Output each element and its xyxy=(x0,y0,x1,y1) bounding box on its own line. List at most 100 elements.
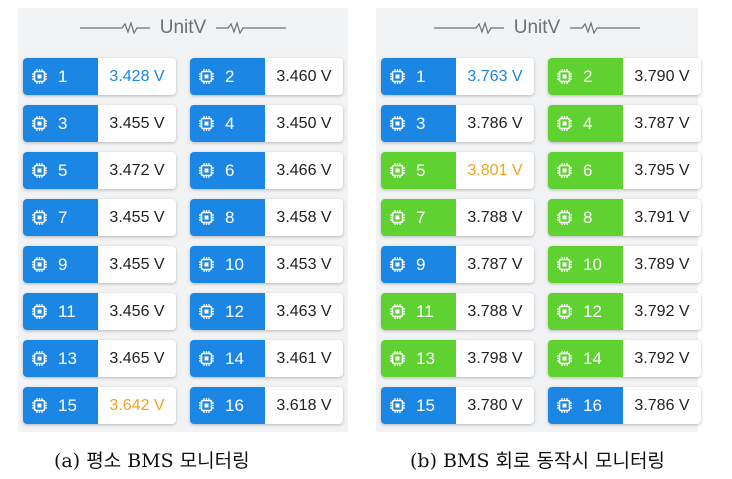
cell-tag: 14 xyxy=(190,340,265,377)
cell-number: 13 xyxy=(416,348,435,368)
cell-9[interactable]: 9 3.455 V xyxy=(23,246,176,283)
chip-icon xyxy=(32,398,47,413)
cell-tag: 11 xyxy=(381,293,456,330)
cell-voltage: 3.458 V xyxy=(276,208,332,226)
cell-tag: 9 xyxy=(381,246,456,283)
cell-12[interactable]: 12 3.463 V xyxy=(190,293,343,330)
cell-voltage: 3.787 V xyxy=(467,255,523,273)
cell-tag: 12 xyxy=(190,293,265,330)
cell-tag: 4 xyxy=(548,105,623,142)
cell-5[interactable]: 5 3.472 V xyxy=(23,152,176,189)
cell-number: 4 xyxy=(583,113,593,133)
cell-4[interactable]: 4 3.450 V xyxy=(190,105,343,142)
cell-14[interactable]: 14 3.461 V xyxy=(190,340,343,377)
cell-voltage: 3.788 V xyxy=(467,208,523,226)
cell-13[interactable]: 13 3.798 V xyxy=(381,340,534,377)
chip-icon xyxy=(557,398,572,413)
cell-number: 11 xyxy=(416,301,434,321)
cell-tag: 3 xyxy=(381,105,456,142)
cell-voltage: 3.455 V xyxy=(109,255,165,273)
cell-voltage: 3.428 V xyxy=(109,67,165,85)
cell-10[interactable]: 10 3.789 V xyxy=(548,246,701,283)
cell-9[interactable]: 9 3.787 V xyxy=(381,246,534,283)
cell-number: 5 xyxy=(416,160,426,180)
chip-icon xyxy=(32,304,47,319)
cell-number: 16 xyxy=(225,395,244,415)
cell-8[interactable]: 8 3.791 V xyxy=(548,199,701,236)
cell-number: 11 xyxy=(58,301,76,321)
cell-number: 3 xyxy=(416,113,426,133)
cell-12[interactable]: 12 3.792 V xyxy=(548,293,701,330)
cell-8[interactable]: 8 3.458 V xyxy=(190,199,343,236)
cell-number: 15 xyxy=(416,395,435,415)
cell-number: 12 xyxy=(583,301,602,321)
cell-voltage: 3.792 V xyxy=(634,349,690,367)
chip-icon xyxy=(390,163,405,178)
cell-number: 4 xyxy=(225,113,235,133)
cell-2[interactable]: 2 3.460 V xyxy=(190,58,343,95)
chip-icon xyxy=(32,69,47,84)
cell-2[interactable]: 2 3.790 V xyxy=(548,58,701,95)
cell-number: 9 xyxy=(416,254,426,274)
cell-7[interactable]: 7 3.788 V xyxy=(381,199,534,236)
cell-tag: 7 xyxy=(23,199,98,236)
cell-voltage: 3.790 V xyxy=(634,67,690,85)
cell-3[interactable]: 3 3.455 V xyxy=(23,105,176,142)
cell-voltage: 3.466 V xyxy=(276,161,332,179)
cell-11[interactable]: 11 3.788 V xyxy=(381,293,534,330)
chip-icon xyxy=(32,116,47,131)
cell-voltage: 3.450 V xyxy=(276,114,332,132)
cell-5[interactable]: 5 3.801 V xyxy=(381,152,534,189)
chip-icon xyxy=(199,398,214,413)
cell-14[interactable]: 14 3.792 V xyxy=(548,340,701,377)
cell-number: 14 xyxy=(225,348,244,368)
cell-7[interactable]: 7 3.455 V xyxy=(23,199,176,236)
chip-icon xyxy=(557,116,572,131)
cell-voltage: 3.455 V xyxy=(109,208,165,226)
cell-11[interactable]: 11 3.456 V xyxy=(23,293,176,330)
cell-number: 1 xyxy=(58,66,68,86)
cell-tag: 4 xyxy=(190,105,265,142)
cell-voltage: 3.642 V xyxy=(109,396,165,414)
cell-voltage: 3.791 V xyxy=(634,208,690,226)
cell-voltage: 3.788 V xyxy=(467,302,523,320)
cell-6[interactable]: 6 3.795 V xyxy=(548,152,701,189)
pulse-line-icon xyxy=(570,21,641,35)
cell-tag: 1 xyxy=(23,58,98,95)
cell-tag: 6 xyxy=(548,152,623,189)
cell-tag: 16 xyxy=(548,387,623,424)
cell-1[interactable]: 1 3.428 V xyxy=(23,58,176,95)
pulse-line-icon xyxy=(216,21,287,35)
cell-tag: 5 xyxy=(23,152,98,189)
cell-voltage: 3.801 V xyxy=(467,161,523,179)
cell-number: 3 xyxy=(58,113,68,133)
cell-voltage: 3.798 V xyxy=(467,349,523,367)
cell-tag: 10 xyxy=(190,246,265,283)
cell-15[interactable]: 15 3.780 V xyxy=(381,387,534,424)
cell-16[interactable]: 16 3.786 V xyxy=(548,387,701,424)
panel-b-header: UnitV xyxy=(376,8,698,48)
cell-10[interactable]: 10 3.453 V xyxy=(190,246,343,283)
cell-voltage: 3.786 V xyxy=(634,396,690,414)
cell-15[interactable]: 15 3.642 V xyxy=(23,387,176,424)
cell-1[interactable]: 1 3.763 V xyxy=(381,58,534,95)
cell-tag: 13 xyxy=(23,340,98,377)
cell-16[interactable]: 16 3.618 V xyxy=(190,387,343,424)
chip-icon xyxy=(199,257,214,272)
cell-tag: 11 xyxy=(23,293,98,330)
chip-icon xyxy=(390,398,405,413)
cell-tag: 8 xyxy=(190,199,265,236)
chip-icon xyxy=(390,257,405,272)
cell-voltage: 3.618 V xyxy=(276,396,332,414)
cell-4[interactable]: 4 3.787 V xyxy=(548,105,701,142)
cell-tag: 2 xyxy=(548,58,623,95)
cell-3[interactable]: 3 3.786 V xyxy=(381,105,534,142)
cell-6[interactable]: 6 3.466 V xyxy=(190,152,343,189)
chip-icon xyxy=(390,69,405,84)
cell-13[interactable]: 13 3.465 V xyxy=(23,340,176,377)
cell-voltage: 3.786 V xyxy=(467,114,523,132)
pulse-line-icon xyxy=(79,21,150,35)
cell-voltage: 3.780 V xyxy=(467,396,523,414)
cell-tag: 2 xyxy=(190,58,265,95)
cell-voltage: 3.461 V xyxy=(276,349,332,367)
